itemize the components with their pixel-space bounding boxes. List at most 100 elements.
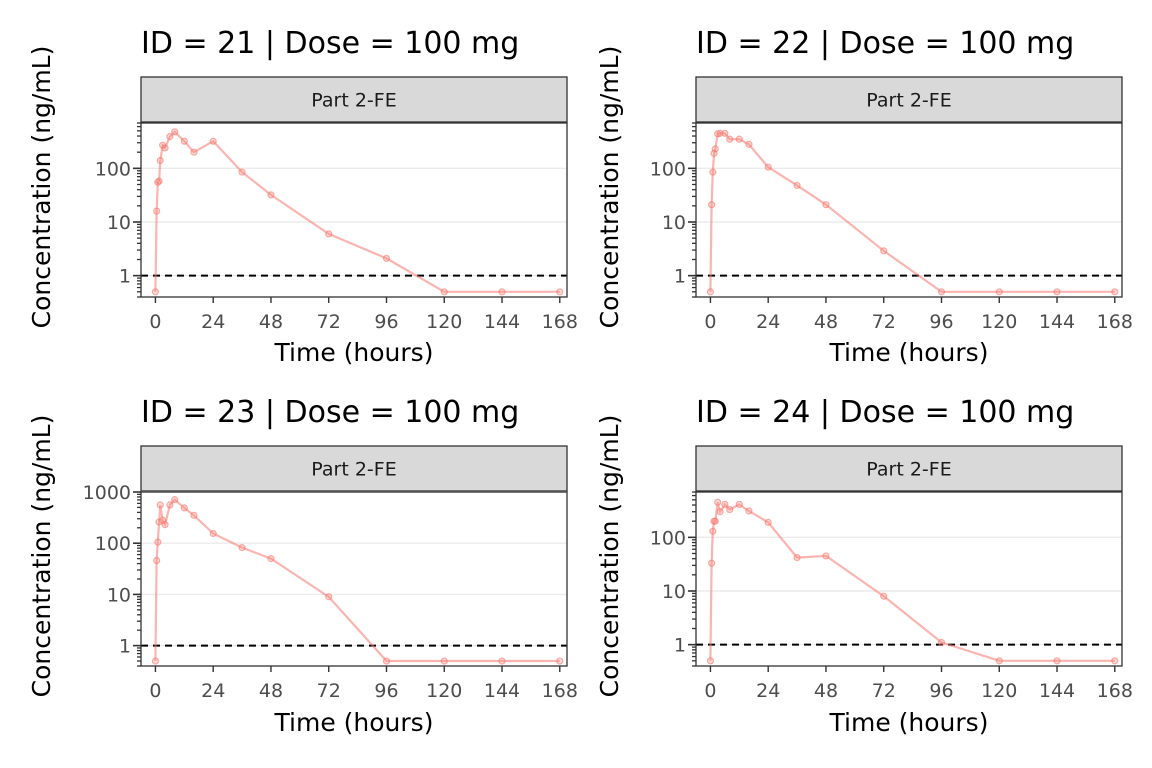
data-point (267, 555, 275, 563)
x-tick-label: 96 (374, 311, 398, 333)
data-point (151, 657, 160, 665)
x-tick-label: 120 (981, 680, 1017, 702)
x-axis-title: Time (hours) (829, 338, 989, 367)
x-tick-label: 168 (1097, 311, 1133, 333)
data-point (209, 137, 217, 145)
facet-label: Part 2-FE (311, 459, 396, 481)
x-tick-label: 48 (814, 311, 838, 333)
data-point (709, 168, 717, 176)
x-tick-label: 120 (426, 311, 462, 333)
y-tick-label: 100 (650, 158, 686, 180)
plot-area (696, 123, 1122, 297)
y-tick-label: 1000 (83, 482, 131, 504)
facet-strip (140, 445, 568, 492)
data-point (153, 207, 161, 215)
x-tick-label: 144 (1039, 311, 1075, 333)
data-point (721, 500, 729, 509)
data-point (180, 137, 188, 145)
data-point (716, 129, 724, 137)
data-point (171, 496, 179, 504)
data-point (764, 518, 772, 526)
data-point (822, 201, 830, 209)
data-point (325, 593, 333, 601)
x-tick-label: 24 (201, 680, 225, 702)
data-point (190, 511, 198, 519)
x-tick-label: 0 (149, 680, 161, 702)
panel-title: ID = 21 | Dose = 100 mg (141, 26, 519, 61)
x-tick-label: 144 (484, 680, 520, 702)
y-tick-label: 1 (119, 266, 131, 288)
panel-1: ID = 21 | Dose = 100 mg Part 2-FE 1 10 100 0 2… (27, 26, 578, 367)
data-point (793, 553, 801, 562)
data-point (1111, 657, 1119, 665)
y-axis-title: Concentration (ng/mL) (27, 415, 56, 698)
panel-title: ID = 22 | Dose = 100 mg (696, 26, 1074, 61)
facet-strip (695, 445, 1123, 492)
x-tick-label: 120 (426, 680, 462, 702)
data-point (995, 657, 1003, 665)
concentration-line (709, 502, 1115, 662)
y-tick-label: 100 (650, 527, 686, 549)
x-tick-label: 96 (929, 680, 953, 702)
plot-area (141, 492, 567, 666)
y-tick-label: 10 (662, 212, 686, 234)
x-tick-label: 168 (1097, 680, 1133, 702)
data-point (721, 129, 729, 137)
data-point (1053, 657, 1061, 665)
data-point (161, 521, 169, 529)
x-tick-label: 96 (374, 680, 398, 702)
data-point (155, 518, 163, 526)
data-point (706, 657, 715, 665)
y-tick-label: 1 (119, 636, 131, 658)
data-point (711, 517, 719, 525)
data-point (156, 501, 164, 509)
data-point (880, 247, 888, 255)
data-point (1053, 288, 1061, 296)
data-point (171, 128, 179, 136)
data-point (209, 529, 217, 538)
data-point (745, 507, 753, 515)
panel-4: ID = 24 | Dose = 100 mg Part 2-FE 1 10 100 0 2… (595, 395, 1133, 737)
facet-label: Part 2-FE (866, 459, 951, 481)
data-point (166, 501, 174, 509)
data-point (166, 133, 174, 141)
concentration-line (154, 498, 560, 663)
data-point (498, 657, 506, 665)
data-point (556, 288, 564, 296)
facet-strip (695, 76, 1123, 123)
x-tick-label: 144 (484, 311, 520, 333)
data-point (708, 559, 716, 567)
data-point (708, 201, 716, 209)
data-point (325, 230, 333, 238)
data-point (440, 657, 448, 665)
data-point (735, 135, 743, 143)
data-point (880, 592, 888, 600)
data-point (153, 556, 161, 565)
x-tick-label: 24 (756, 311, 780, 333)
data-point (735, 500, 743, 509)
x-tick-label: 120 (981, 311, 1017, 333)
data-point (156, 156, 164, 165)
plot-area (141, 123, 567, 297)
x-tick-label: 72 (872, 311, 896, 333)
data-point (238, 544, 246, 552)
x-tick-label: 0 (704, 311, 716, 333)
y-axis-title: Concentration (ng/mL) (595, 415, 624, 698)
data-point (238, 168, 246, 176)
data-point (1111, 288, 1119, 296)
data-point (382, 657, 391, 665)
data-point (440, 288, 448, 296)
data-point (745, 140, 753, 148)
data-point (155, 177, 163, 185)
data-point (714, 498, 722, 506)
data-point (709, 527, 717, 535)
data-point (995, 288, 1003, 296)
x-tick-label: 48 (259, 680, 283, 702)
panel-border (695, 491, 1123, 667)
data-point (151, 288, 160, 296)
y-axis-title: Concentration (ng/mL) (27, 46, 56, 329)
x-tick-label: 24 (201, 311, 225, 333)
concentration-line (154, 130, 560, 293)
data-point (267, 191, 275, 199)
panel-title: ID = 24 | Dose = 100 mg (696, 395, 1074, 430)
